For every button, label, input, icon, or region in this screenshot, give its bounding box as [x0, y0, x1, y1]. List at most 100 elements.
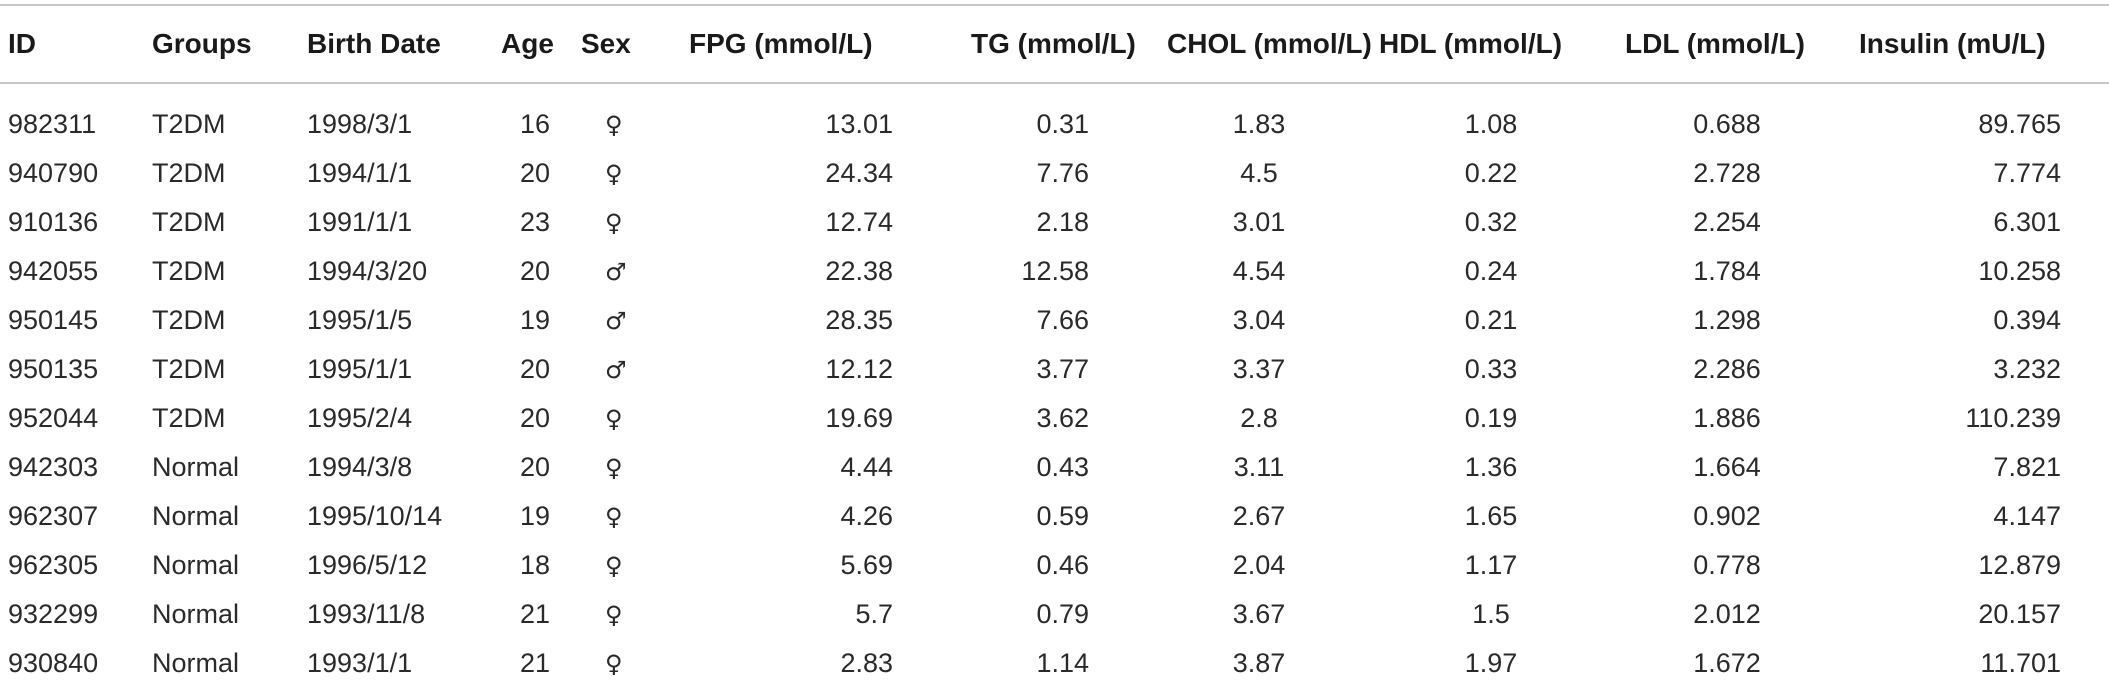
cell-fpg: 5.7 [855, 599, 893, 629]
table-row: 950145 T2DM 1995/1/5 19 ♂ 28.35 7.66 3.04 0.21 1.… [0, 296, 2109, 345]
table-header-row: ID Groups Birth Date Age Sex FPG (mmol/L… [0, 5, 2109, 83]
cell-chol: 3.11 [1233, 452, 1285, 482]
cell-age: 23 [519, 207, 551, 237]
cell-sex: ♀ [581, 492, 685, 541]
cell-ldl: 0.902 [1693, 501, 1761, 531]
cell-age: 16 [519, 109, 551, 139]
cell-fpg: 12.12 [825, 354, 893, 384]
cell-ldl: 2.012 [1693, 599, 1761, 629]
cell-group: T2DM [152, 305, 226, 335]
header-id: ID [8, 28, 36, 59]
cell-insulin: 7.821 [1993, 452, 2061, 482]
cell-chol: 4.54 [1232, 256, 1286, 286]
cell-chol: 2.04 [1232, 550, 1286, 580]
table-row: 942303 Normal 1994/3/8 20 ♀ 4.44 0.43 3.11 1.36 1… [0, 443, 2109, 492]
cell-insulin: 6.301 [1993, 207, 2061, 237]
cell-ldl: 1.886 [1693, 403, 1761, 433]
cell-birth-date: 1993/1/1 [307, 648, 413, 678]
cell-chol: 2.8 [1240, 403, 1278, 433]
sex-symbol: ♂ [605, 307, 627, 335]
cell-sex: ♀ [581, 198, 685, 247]
cell-hdl: 0.32 [1464, 207, 1518, 237]
cell-tg: 12.58 [1021, 256, 1089, 286]
cell-group: T2DM [152, 256, 226, 286]
cell-fpg: 5.69 [840, 550, 893, 580]
cell-age: 20 [519, 452, 551, 482]
cell-group: T2DM [152, 109, 226, 139]
table-row: 952044 T2DM 1995/2/4 20 ♀ 19.69 3.62 2.8 0.19 1.8… [0, 394, 2109, 443]
cell-hdl: 1.65 [1464, 501, 1518, 531]
cell-birth-date: 1995/2/4 [307, 403, 413, 433]
cell-tg: 2.18 [1036, 207, 1089, 237]
cell-id: 942303 [8, 452, 99, 482]
cell-hdl: 1.5 [1472, 599, 1510, 629]
cell-age: 20 [519, 403, 551, 433]
sex-symbol: ♀ [605, 552, 623, 580]
cell-hdl: 0.22 [1464, 158, 1518, 188]
cell-fpg: 19.69 [825, 403, 893, 433]
cell-group: Normal [152, 550, 240, 580]
cell-birth-date: 1991/1/1 [307, 207, 413, 237]
cell-birth-date: 1996/5/12 [307, 550, 428, 580]
table-row: 932299 Normal 1993/11/8 21 ♀ 5.7 0.79 3.67 1.5 2.… [0, 590, 2109, 639]
cell-birth-date: 1998/3/1 [307, 109, 413, 139]
cell-ldl: 2.286 [1693, 354, 1761, 384]
header-age: Age [501, 28, 554, 59]
cell-id: 952044 [8, 403, 99, 433]
cell-chol: 3.87 [1232, 648, 1286, 678]
cell-insulin: 89.765 [1978, 109, 2061, 139]
cell-age: 18 [519, 550, 551, 580]
cell-sex: ♀ [581, 590, 685, 639]
cell-hdl: 0.21 [1464, 305, 1518, 335]
cell-id: 932299 [8, 599, 99, 629]
cell-birth-date: 1995/1/1 [307, 354, 413, 384]
sex-symbol: ♀ [605, 503, 623, 531]
cell-sex: ♂ [581, 296, 685, 345]
cell-chol: 3.37 [1232, 354, 1286, 384]
cell-chol: 1.83 [1232, 109, 1286, 139]
cell-chol: 3.01 [1232, 207, 1286, 237]
cell-sex: ♂ [581, 247, 685, 296]
cell-age: 20 [519, 158, 551, 188]
cell-hdl: 0.19 [1464, 403, 1518, 433]
cell-group: T2DM [152, 354, 226, 384]
cell-insulin: 4.147 [1993, 501, 2061, 531]
cell-tg: 7.76 [1036, 158, 1089, 188]
cell-id: 950135 [8, 354, 99, 384]
cell-fpg: 22.38 [825, 256, 893, 286]
cell-hdl: 0.33 [1464, 354, 1518, 384]
cell-age: 19 [519, 305, 551, 335]
cell-fpg: 24.34 [825, 158, 893, 188]
cell-birth-date: 1995/1/5 [307, 305, 413, 335]
cell-fpg: 28.35 [825, 305, 893, 335]
cell-group: Normal [152, 599, 240, 629]
table-row: 942055 T2DM 1994/3/20 20 ♂ 22.38 12.58 4.54 0.24… [0, 247, 2109, 296]
cell-id: 930840 [8, 648, 99, 678]
cell-chol: 3.04 [1232, 305, 1286, 335]
cell-insulin: 11.701 [1980, 648, 2061, 678]
cell-age: 20 [519, 354, 551, 384]
cell-birth-date: 1994/3/8 [307, 452, 413, 482]
cell-hdl: 0.24 [1464, 256, 1518, 286]
cell-sex: ♀ [581, 541, 685, 590]
cell-hdl: 1.36 [1464, 452, 1518, 482]
cell-chol: 4.5 [1240, 158, 1278, 188]
header-groups: Groups [152, 28, 252, 59]
cell-sex: ♀ [581, 149, 685, 198]
cell-hdl: 1.97 [1464, 648, 1518, 678]
sex-symbol: ♀ [605, 160, 623, 188]
cell-fpg: 13.01 [825, 109, 893, 139]
cell-age: 21 [519, 599, 551, 629]
cell-ldl: 2.728 [1693, 158, 1761, 188]
cell-tg: 0.59 [1036, 501, 1089, 531]
cell-insulin: 110.239 [1965, 403, 2061, 433]
table-row: 962307 Normal 1995/10/14 19 ♀ 4.26 0.59 2.67 1.6… [0, 492, 2109, 541]
cell-ldl: 1.664 [1693, 452, 1761, 482]
cell-age: 21 [519, 648, 551, 678]
cell-tg: 1.14 [1036, 648, 1089, 678]
cell-birth-date: 1993/11/8 [307, 599, 426, 629]
sex-symbol: ♀ [605, 405, 623, 433]
cell-tg: 0.79 [1036, 599, 1089, 629]
cell-id: 940790 [8, 158, 99, 188]
header-ldl: LDL (mmol/L) [1625, 28, 1805, 59]
